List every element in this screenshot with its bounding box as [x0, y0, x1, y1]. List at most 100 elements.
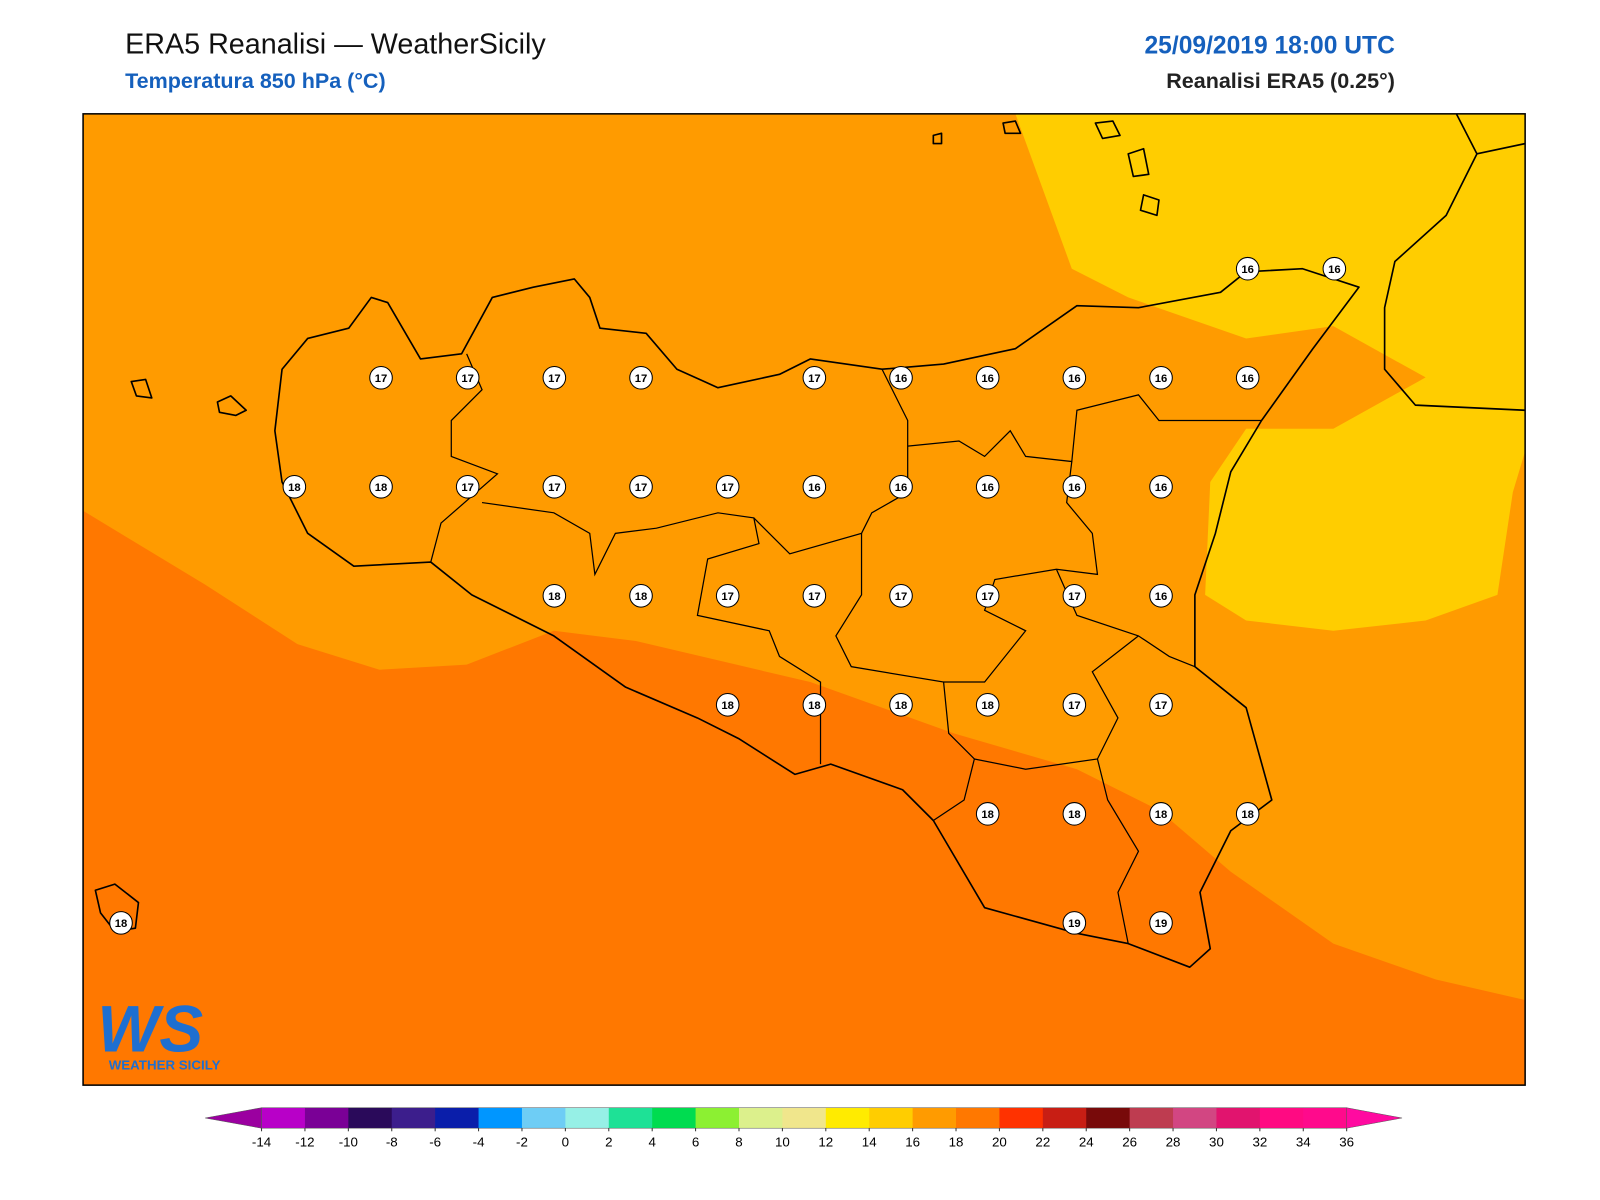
colorbar-label: -12 — [295, 1135, 314, 1150]
colorbar-label: 14 — [862, 1135, 877, 1150]
colorbar-segment — [261, 1107, 306, 1129]
station-marker — [1062, 474, 1087, 499]
station-value: 18 — [981, 809, 994, 821]
map-area: WS WEATHER SICILY — [82, 113, 1526, 1086]
station-marker — [802, 584, 827, 608]
station-value: 17 — [461, 373, 474, 385]
station-value: 17 — [1068, 700, 1081, 712]
station-value: 18 — [115, 918, 128, 930]
station-marker — [1149, 365, 1173, 390]
colorbar-segment — [869, 1107, 914, 1129]
station-marker — [1062, 911, 1087, 935]
station-value: 18 — [895, 700, 908, 712]
colorbar-label: 6 — [692, 1135, 699, 1150]
station-marker — [1235, 256, 1260, 281]
colorbar-segment — [1129, 1107, 1174, 1129]
station-marker — [542, 474, 567, 499]
colorbar-label: 24 — [1079, 1135, 1094, 1150]
station-marker — [889, 474, 913, 499]
station-value: 18 — [1068, 809, 1081, 821]
station-value: 18 — [548, 591, 561, 603]
sicily-coast — [274, 267, 1360, 968]
station-value: 16 — [1155, 373, 1168, 385]
colorbar-label: 34 — [1296, 1135, 1311, 1150]
province-border — [943, 461, 1099, 683]
station-value: 16 — [808, 482, 821, 494]
colorbar-under — [205, 1107, 262, 1129]
station-value: 16 — [1068, 373, 1081, 385]
colorbar-segment — [782, 1107, 827, 1129]
station-marker — [109, 911, 133, 935]
station-marker — [1062, 365, 1087, 390]
colorbar-frame — [261, 1107, 1347, 1129]
province-border — [974, 635, 1139, 770]
station-value: 18 — [635, 591, 648, 603]
colorbar-label: 10 — [775, 1135, 790, 1150]
station-value: 17 — [635, 373, 648, 385]
station-marker — [1062, 584, 1087, 608]
station-marker — [629, 474, 653, 499]
colorbar-label: 2 — [605, 1135, 612, 1150]
colorbar-label: 32 — [1252, 1135, 1267, 1150]
colorbar-segment — [608, 1107, 653, 1129]
station-value: 18 — [1155, 809, 1168, 821]
station-marker — [1149, 474, 1173, 499]
station-value: 17 — [1155, 700, 1168, 712]
logo-mark: WS — [97, 992, 203, 1065]
station-marker — [282, 474, 307, 499]
station-value: 18 — [1241, 809, 1254, 821]
station-value: 17 — [461, 482, 474, 494]
colorbar-label: 20 — [992, 1135, 1007, 1150]
calabria-coast — [1383, 113, 1526, 412]
datetime: 25/09/2019 18:00 UTC — [1144, 32, 1395, 59]
colorbar-segment — [1042, 1107, 1087, 1129]
colorbar-label: -6 — [429, 1135, 441, 1150]
station-marker — [1062, 693, 1087, 717]
station-value: 16 — [1241, 264, 1254, 276]
station-marker — [1149, 802, 1173, 826]
station-value: 17 — [635, 482, 648, 494]
subtitle: Temperatura 850 hPa (°C) — [125, 69, 386, 93]
colorbar-label: 0 — [562, 1135, 569, 1150]
colorbar-segment — [738, 1107, 783, 1129]
station-value: 18 — [981, 700, 994, 712]
station-marker — [802, 693, 827, 717]
station-marker — [369, 474, 393, 499]
station-marker — [455, 474, 480, 499]
station-marker — [1235, 365, 1260, 390]
colorbar-label: 36 — [1339, 1135, 1354, 1150]
colorbar-segment — [1216, 1107, 1261, 1129]
station-value: 16 — [981, 373, 994, 385]
station-value: 16 — [1155, 482, 1168, 494]
station-value: 17 — [808, 373, 821, 385]
colorbar-label: 4 — [648, 1135, 656, 1150]
colorbar-segment — [304, 1107, 349, 1129]
colorbar-segment — [695, 1107, 740, 1129]
station-marker — [975, 474, 1000, 499]
colorbar-label: 22 — [1035, 1135, 1050, 1150]
colorbar-segment — [956, 1107, 1000, 1129]
station-marker — [1149, 584, 1173, 608]
colorbar-segment — [391, 1107, 436, 1129]
station-marker — [975, 802, 1000, 826]
station-marker — [1322, 256, 1347, 281]
province-border — [1096, 758, 1140, 944]
colorbar-label: -10 — [339, 1135, 358, 1150]
temperature-band — [83, 113, 1526, 1001]
station-value: 16 — [1241, 373, 1254, 385]
colorbar-label: 28 — [1166, 1135, 1181, 1150]
island — [94, 120, 1160, 933]
station-marker — [1062, 802, 1087, 826]
source: Reanalisi ERA5 (0.25°) — [1166, 69, 1395, 93]
station-marker — [1235, 802, 1260, 826]
station-marker — [369, 365, 393, 390]
station-value: 17 — [808, 591, 821, 603]
station-value: 17 — [548, 373, 561, 385]
colorbar-segment — [521, 1107, 566, 1129]
colorbar-label: -4 — [473, 1135, 485, 1150]
station-marker — [1149, 693, 1173, 717]
colorbar-segment — [435, 1107, 480, 1129]
colorbar-segment — [825, 1107, 870, 1129]
